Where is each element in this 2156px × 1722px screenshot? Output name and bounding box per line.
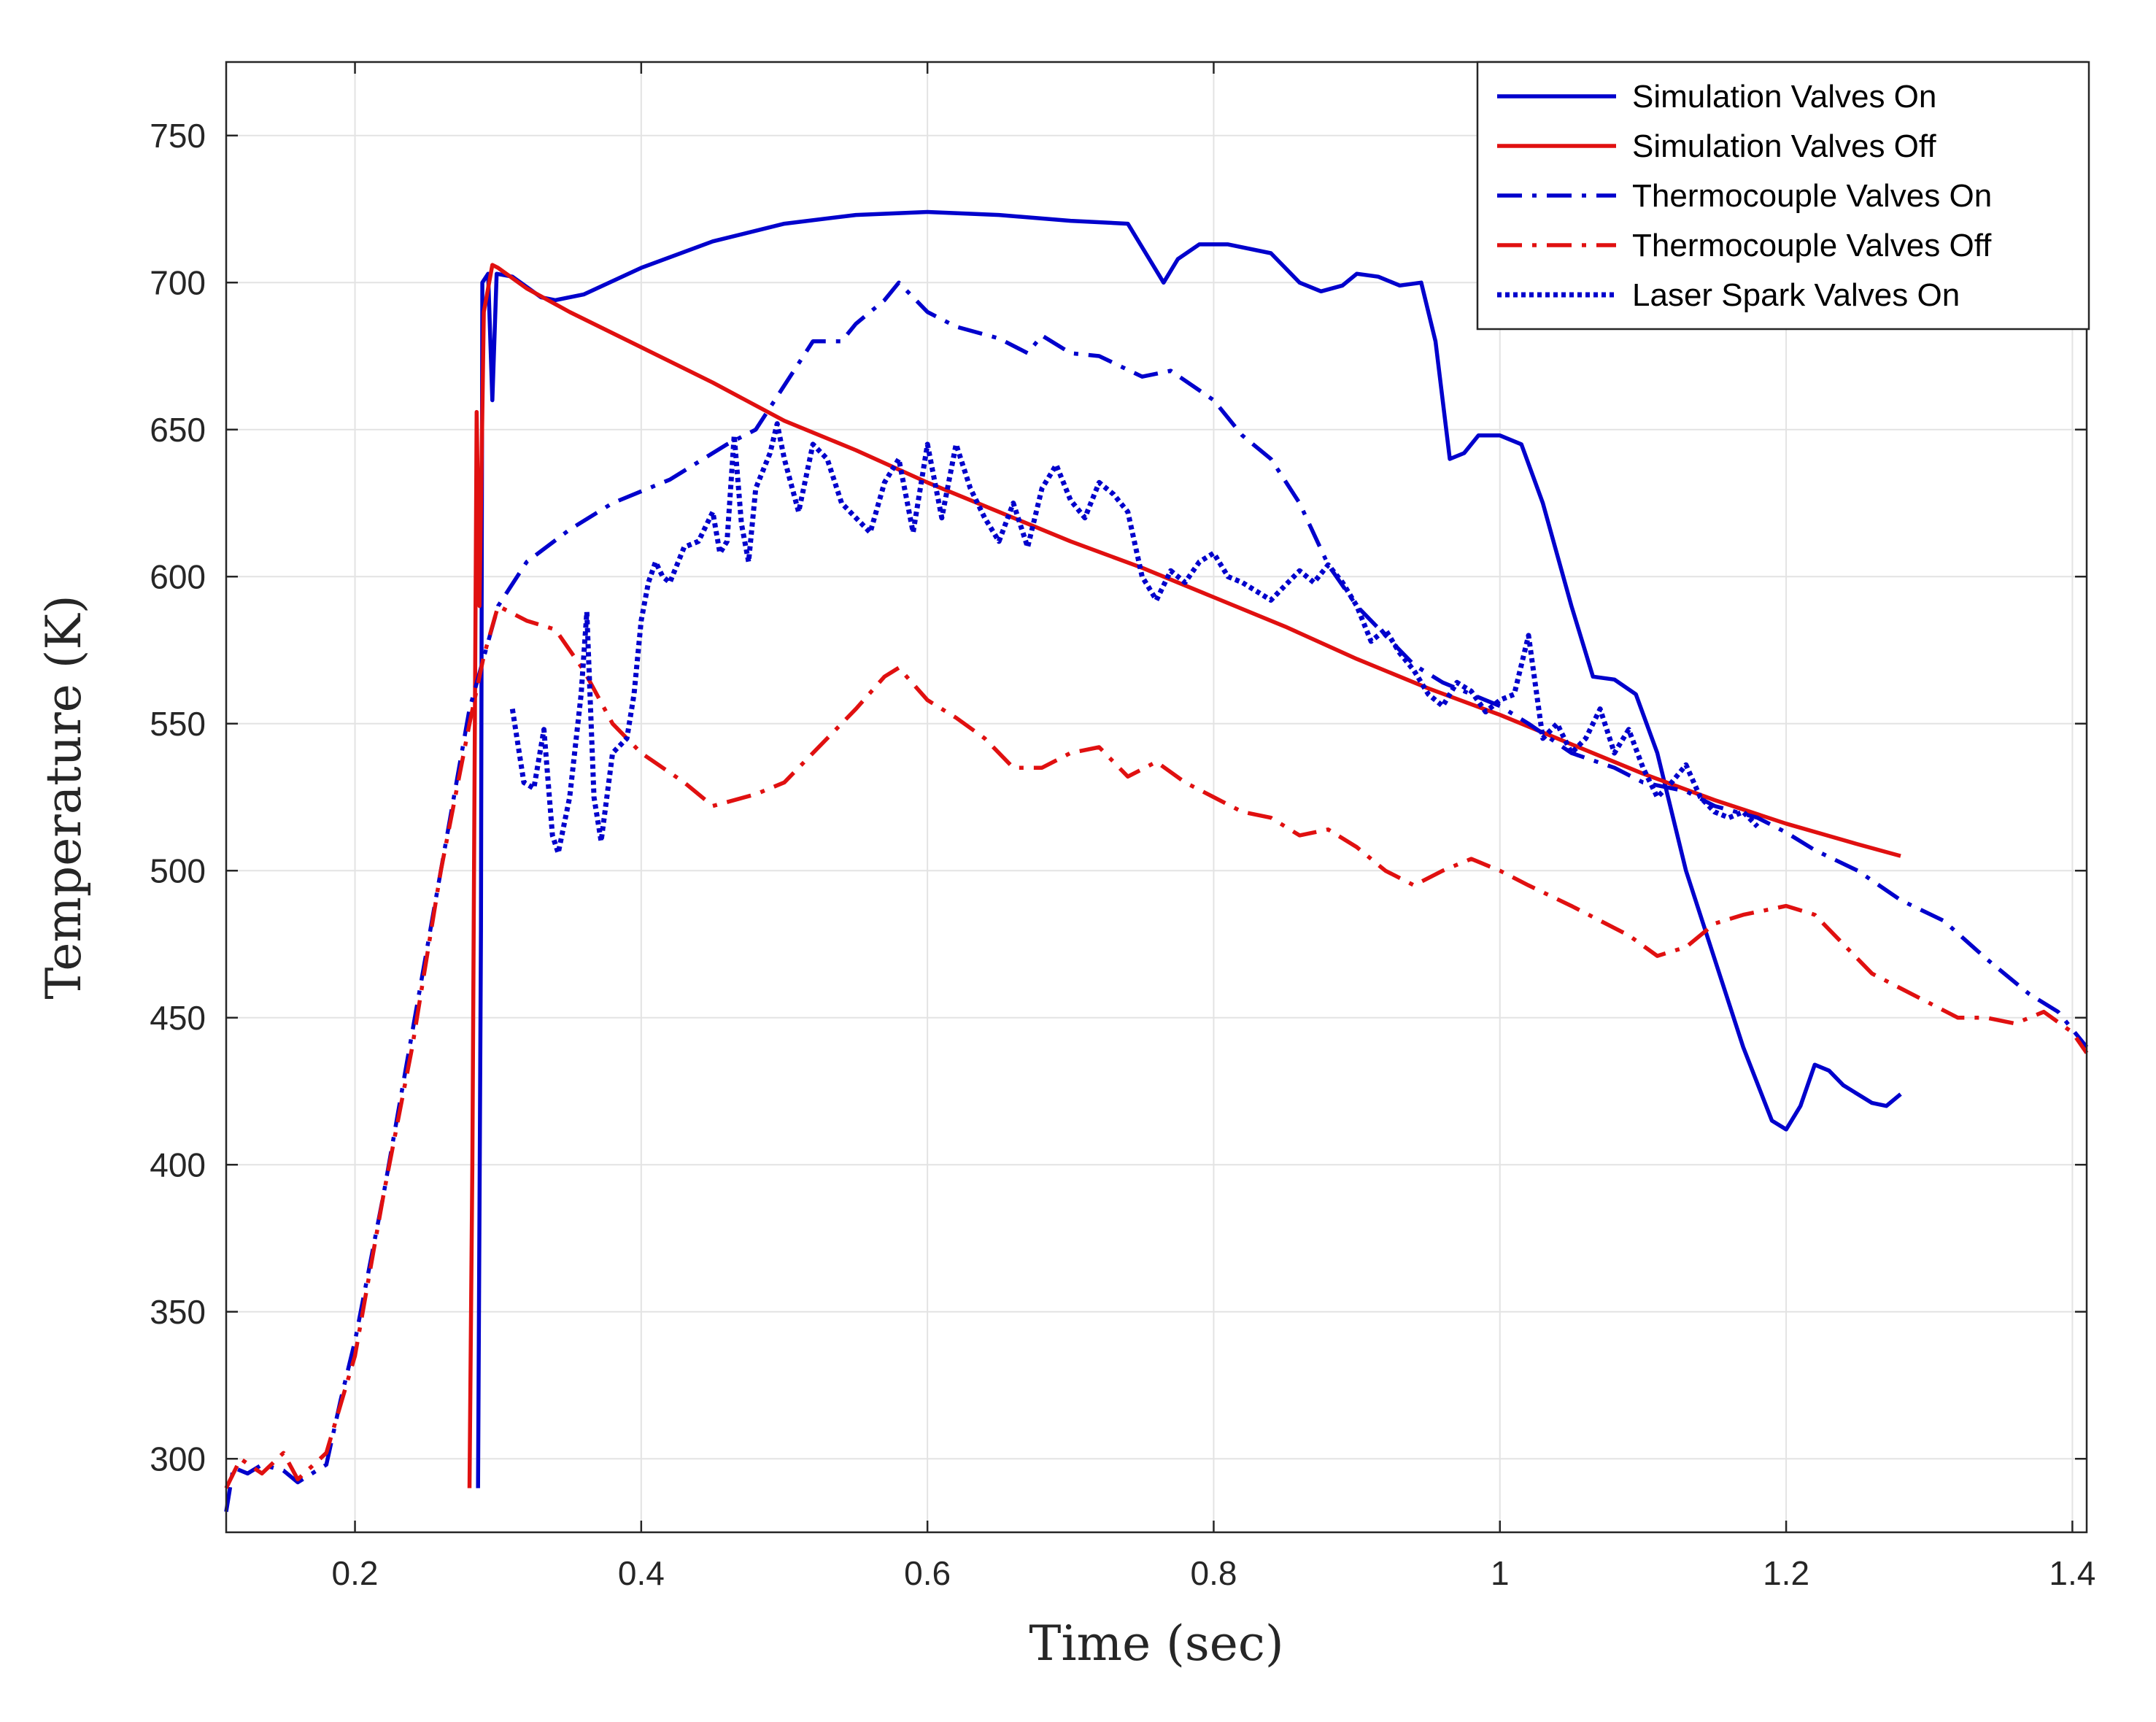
- y-tick-label: 550: [150, 705, 206, 743]
- axes-box: [225, 61, 2088, 1534]
- series-line-2: [467, 263, 1901, 1489]
- legend: Simulation Valves On Simulation Valves Of…: [1476, 61, 2090, 331]
- legend-box: [1476, 61, 2090, 331]
- y-tick-label: 750: [150, 117, 206, 155]
- x-tick-label: 1.4: [2049, 1554, 2095, 1592]
- series-line-1: [476, 209, 1902, 1489]
- x-axis-label: Time (sec): [1029, 1615, 1283, 1672]
- y-tick-label: 350: [150, 1293, 206, 1331]
- legend-label-4: Thermocouple Valves Off: [1632, 228, 1992, 263]
- y-axis-ticks: 300 350 400 450 500 550 600 650 700 750: [150, 117, 2087, 1478]
- series-layer: [224, 209, 2089, 1513]
- x-tick-label: 0.8: [1190, 1554, 1237, 1592]
- y-tick-label: 300: [150, 1440, 206, 1478]
- y-tick-label: 700: [150, 263, 206, 301]
- x-tick-label: 1.2: [1763, 1554, 1809, 1592]
- legend-label-5: Laser Spark Valves On: [1632, 277, 1960, 313]
- x-tick-label: 0.6: [904, 1554, 951, 1592]
- x-axis-ticks: 0.2 0.4 0.6 0.8 1 1.2 1.4: [332, 62, 2095, 1592]
- series-line-4: [224, 603, 2089, 1489]
- axes-frame: [225, 61, 2088, 1534]
- y-tick-label: 650: [150, 411, 206, 449]
- legend-label-1: Simulation Valves On: [1632, 79, 1936, 115]
- y-axis-label: Temperature (K): [36, 595, 92, 999]
- x-tick-label: 0.4: [618, 1554, 665, 1592]
- y-tick-label: 600: [150, 557, 206, 595]
- series-line-5: [509, 421, 1760, 856]
- y-tick-label: 400: [150, 1146, 206, 1184]
- legend-label-2: Simulation Valves Off: [1632, 128, 1936, 164]
- legend-label-3: Thermocouple Valves On: [1632, 178, 1992, 214]
- x-tick-label: 0.2: [332, 1554, 379, 1592]
- y-tick-label: 500: [150, 852, 206, 889]
- x-tick-label: 1: [1491, 1554, 1510, 1592]
- y-tick-label: 450: [150, 999, 206, 1037]
